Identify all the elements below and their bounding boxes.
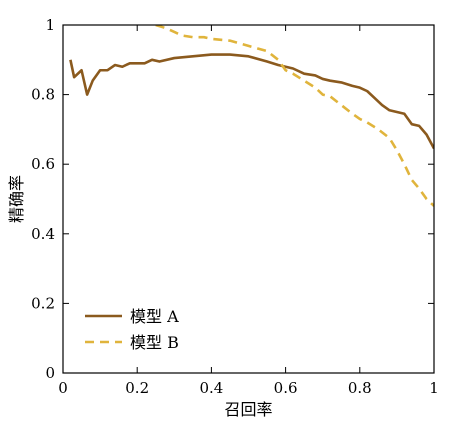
x-axis-title: 召回率 — [224, 400, 272, 419]
y-tick-label: 0.6 — [31, 155, 55, 173]
y-axis-title: 精确率 — [7, 175, 26, 223]
series-line-model-a — [69, 53, 434, 150]
x-tick-label: 0.2 — [125, 379, 149, 397]
y-axis: 0 0.2 0.4 0.6 0.8 1 — [31, 16, 434, 382]
y-tick-label: 0.2 — [31, 294, 55, 312]
x-tick-label: 0.8 — [348, 379, 372, 397]
y-tick-label: 0.8 — [31, 86, 55, 104]
x-tick-label: 1 — [429, 379, 439, 397]
plot-frame — [62, 24, 435, 374]
legend-label-model-a: 模型 A — [130, 307, 179, 326]
legend: 模型 A 模型 B — [85, 307, 179, 352]
x-tick-label: 0.4 — [199, 379, 223, 397]
x-axis: 0 0.2 0.4 0.6 0.8 1 — [58, 25, 439, 397]
y-tick-label: 0.4 — [31, 225, 55, 243]
series-line-model-b — [155, 25, 434, 207]
legend-label-model-b: 模型 B — [130, 333, 179, 352]
x-tick-label: 0 — [58, 379, 68, 397]
x-tick-label: 0.6 — [274, 379, 298, 397]
y-tick-label: 1 — [45, 16, 55, 34]
series-layer — [69, 25, 434, 207]
y-tick-label: 0 — [45, 364, 55, 382]
